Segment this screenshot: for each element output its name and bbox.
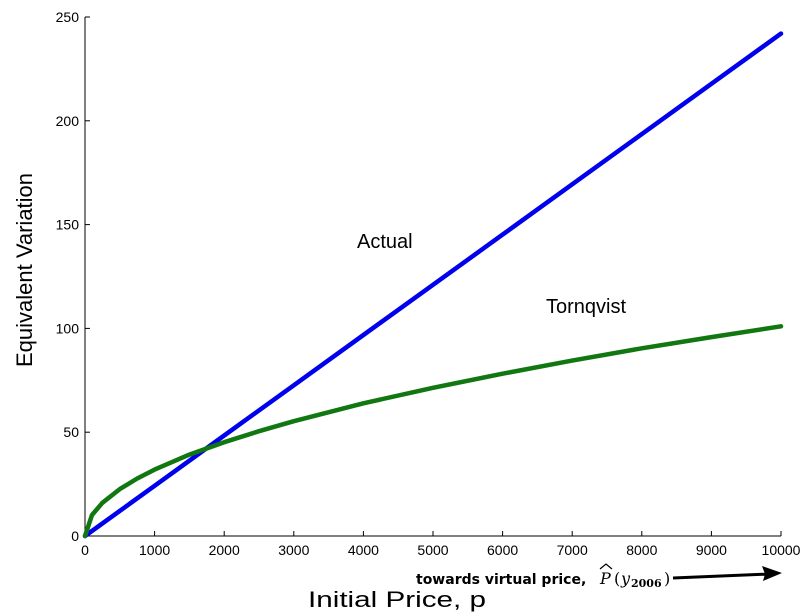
y-axis-title: Equivalent Variation — [12, 173, 37, 367]
virtual-price-open-paren: ( — [614, 569, 620, 588]
tornqvist-series-label: Tornqvist — [546, 296, 626, 318]
virtual-price-arrowhead — [762, 566, 782, 581]
y-tick-label: 100 — [56, 320, 80, 336]
x-tick-label: 9000 — [696, 542, 727, 558]
x-tick-label: 8000 — [626, 542, 657, 558]
x-tick-label: 1000 — [139, 542, 170, 558]
series-group — [82, 31, 784, 539]
series-line-actual — [82, 31, 784, 539]
x-tick-label: 0 — [81, 542, 89, 558]
x-tick-label: 3000 — [278, 542, 309, 558]
virtual-price-subscript: 2006 — [631, 577, 662, 590]
series-line-tornqvist — [82, 324, 784, 539]
x-tick-label: 5000 — [417, 542, 448, 558]
x-tick-label: 6000 — [487, 542, 518, 558]
virtual-price-note: towards virtual price, P ( y 2006 ) — [416, 563, 782, 590]
virtual-price-P: P — [599, 569, 611, 588]
virtual-price-hat — [599, 563, 613, 570]
y-tick-label: 250 — [56, 9, 80, 25]
virtual-price-note-text: towards virtual price, — [416, 572, 586, 588]
ticks: 0 1000 2000 3000 4000 5000 6000 7000 8000 9000 100… — [56, 9, 800, 558]
virtual-price-y: y — [620, 569, 631, 588]
virtual-price-close-paren: ) — [664, 569, 670, 588]
x-axis-title: Initial Price, p — [308, 587, 486, 612]
x-tick-label: 10000 — [762, 542, 800, 558]
actual-series-label: Actual — [357, 231, 413, 253]
x-tick-label: 7000 — [557, 542, 588, 558]
x-tick-label: 2000 — [209, 542, 240, 558]
y-tick-label: 0 — [71, 528, 79, 544]
y-tick-label: 150 — [56, 217, 80, 233]
x-tick-label: 4000 — [348, 542, 379, 558]
y-tick-label: 50 — [63, 424, 79, 440]
virtual-price-arrow-shaft — [672, 572, 771, 580]
y-tick-label: 200 — [56, 113, 80, 129]
